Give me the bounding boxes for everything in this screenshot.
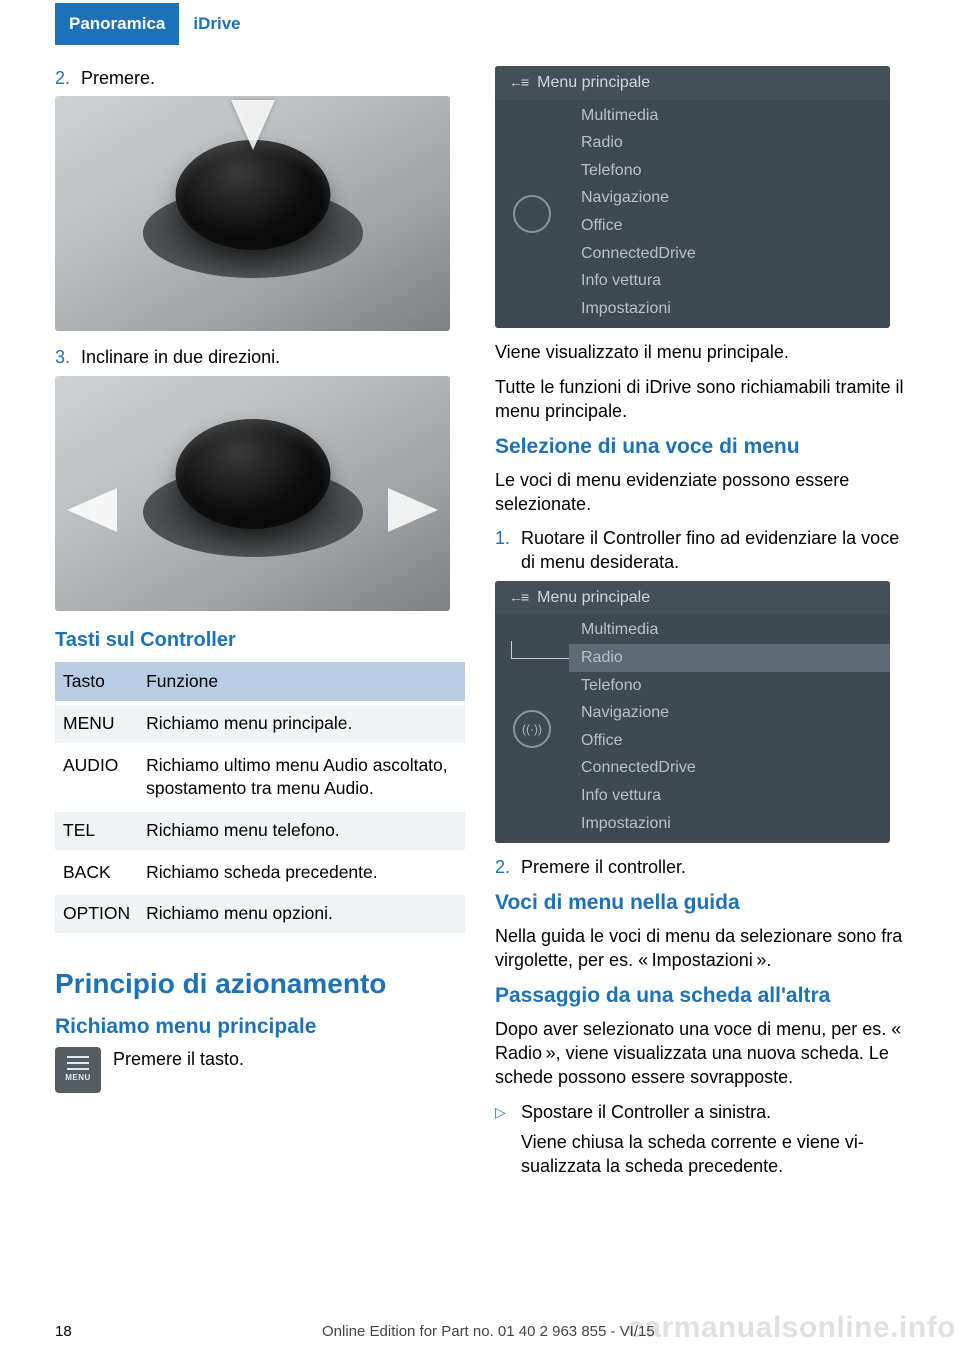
heading-tasti-controller: Tasti sul Controller [55,627,465,654]
idrive-header: ←≡ Menu principale [495,581,890,615]
list-item: Navigazione [569,184,890,212]
menu-button-icon: MENU [55,1047,101,1093]
cell-key: OPTION [55,893,138,935]
step-number: 2. [495,855,521,879]
arrow-right-icon [388,488,438,532]
list-item: Office [569,727,890,755]
header-tab: Panoramica [55,3,179,46]
idrive-screen-2: ←≡ Menu principale ((·)) Multimedia Radi… [495,581,890,843]
list-item: Radio [569,129,890,157]
step-3: 3. Inclinare in due direzioni. [55,345,465,369]
page-number: 18 [55,1322,72,1342]
paragraph: Viene visualizzato il menu principale. [495,340,905,364]
step-text: Inclinare in due direzioni. [81,345,465,369]
idrive-dial-area [495,100,569,329]
cell-value: Richiamo scheda precedente. [138,852,465,894]
list-item: Telefono [569,672,890,700]
idrive-header: ←≡ Menu principale [495,66,890,100]
step-number: 1. [495,526,521,575]
page-header: Panoramica iDrive [0,0,960,48]
paragraph: Dopo aver selezionato una voce di menu, … [495,1017,905,1090]
right-column: ←≡ Menu principale Multimedia Radio Tele… [495,66,905,1184]
arrow-down-icon [231,100,275,150]
controller-table: Tasto Funzione MENU Richiamo menu princi… [55,662,465,937]
step-2b: 2. Premere il controller. [495,855,905,879]
table-row: AUDIO Richiamo ultimo menu Audio ascolta… [55,745,465,810]
menu-icon-label: MENU [65,1073,91,1084]
table-row: OPTION Richiamo menu opzioni. [55,893,465,935]
list-item: Impostazioni [569,810,890,838]
heading-richiamo-menu: Richiamo menu principale [55,1013,465,1041]
list-item: ConnectedDrive [569,240,890,268]
idrive-dial-icon: ((·)) [513,710,551,748]
cell-key: AUDIO [55,745,138,810]
cell-value: Richiamo menu telefono. [138,810,465,852]
step-number: 2. [55,66,81,90]
list-item-highlighted: Radio [569,644,890,672]
hamburger-icon [67,1056,89,1070]
idrive-menu-list: Multimedia Radio Telefono Navigazione Of… [569,100,890,329]
list-item: Office [569,212,890,240]
cell-key: TEL [55,810,138,852]
list-item-label: Radio [581,649,623,666]
menu-button-row: MENU Premere il tasto. [55,1047,465,1093]
idrive-dial-icon [513,195,551,233]
page-footer: 18 Online Edition for Part no. 01 40 2 9… [55,1322,905,1342]
callout-line [512,658,569,659]
list-item: Multimedia [569,102,890,130]
list-item: Multimedia [569,616,890,644]
step-text: Premere il controller. [521,855,905,879]
cell-value: Richiamo menu opzioni. [138,893,465,935]
step-number: 3. [55,345,81,369]
heading-selezione: Selezione di una voce di menu [495,433,905,461]
figure-tilt-knob [55,376,450,611]
table-header-row: Tasto Funzione [55,662,465,704]
heading-principio: Principio di azionamento [55,965,465,1003]
header-subtitle: iDrive [179,3,254,46]
paragraph: Tutte le funzioni di iDrive sono richiam… [495,375,905,424]
table-row: MENU Richiamo menu principale. [55,703,465,745]
list-item: Telefono [569,157,890,185]
press-button-text: Premere il tasto. [113,1047,244,1093]
list-item: Info vettura [569,267,890,295]
figure-press-knob [55,96,450,331]
table-row: TEL Richiamo menu telefono. [55,810,465,852]
back-icon: ←≡ [509,588,527,607]
paragraph: Nella guida le voci di menu da seleziona… [495,924,905,973]
left-column: 2. Premere. 3. Inclinare in due direzion… [55,66,465,1184]
paragraph: Le voci di menu evidenziate possono esse… [495,468,905,517]
idrive-header-title: Menu principale [537,587,650,609]
cell-value: Richiamo ultimo menu Audio ascoltato, sp… [138,745,465,810]
back-icon: ←≡ [509,73,527,92]
bullet-icon: ▷ [495,1100,521,1179]
cell-key: MENU [55,703,138,745]
idrive-header-title: Menu principale [537,72,650,94]
bullet-text: Spostare il Controller a sinistra. [521,1100,905,1124]
arrow-left-icon [67,488,117,532]
step-text: Ruotare il Controller fino ad evidenziar… [521,526,905,575]
heading-voci: Voci di menu nella guida [495,889,905,917]
idrive-screen-1: ←≡ Menu principale Multimedia Radio Tele… [495,66,890,328]
table-header-funzione: Funzione [138,662,465,704]
idrive-dial-area: ((·)) [495,614,569,843]
cell-key: BACK [55,852,138,894]
step-text: Premere. [81,66,465,90]
bullet-item: ▷ Spostare il Controller a sinistra. Vie… [495,1100,905,1179]
cell-value: Richiamo menu principale. [138,703,465,745]
list-item: Navigazione [569,699,890,727]
step-2: 2. Premere. [55,66,465,90]
idrive-menu-list: Multimedia Radio Telefono Navigazione Of… [569,614,890,843]
list-item: Info vettura [569,782,890,810]
table-row: BACK Richiamo scheda precedente. [55,852,465,894]
bullet-subtext: Viene chiusa la scheda corrente e viene … [521,1130,905,1179]
list-item: ConnectedDrive [569,754,890,782]
step-1: 1. Ruotare il Controller fino ad evidenz… [495,526,905,575]
table-header-tasto: Tasto [55,662,138,704]
footer-text: Online Edition for Part no. 01 40 2 963 … [72,1322,905,1342]
heading-passaggio: Passaggio da una scheda all'altra [495,982,905,1010]
list-item: Impostazioni [569,295,890,323]
